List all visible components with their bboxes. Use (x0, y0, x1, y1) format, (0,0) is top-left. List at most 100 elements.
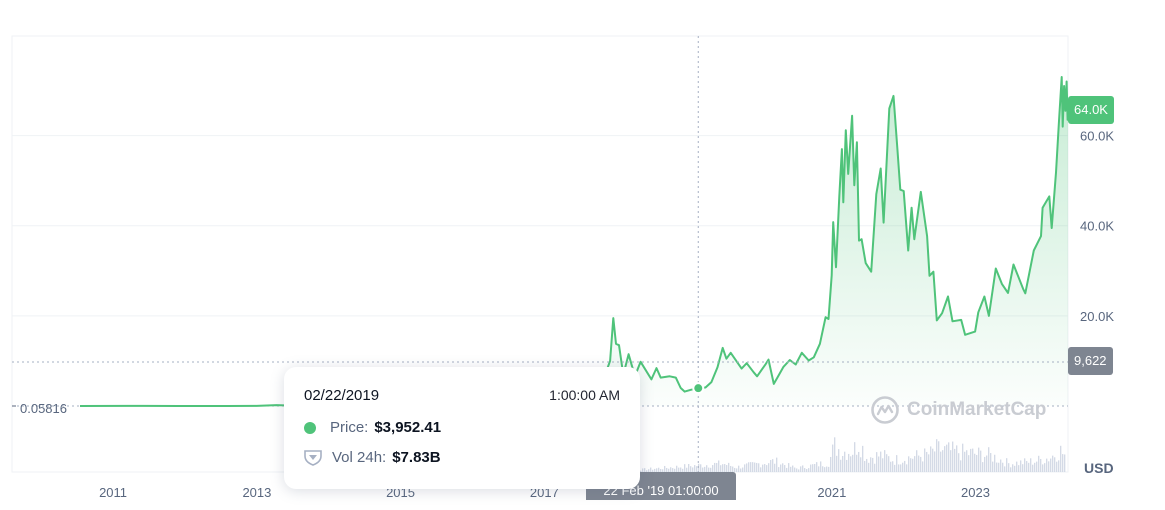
volume-bar (714, 462, 716, 472)
volume-bar (894, 464, 896, 472)
volume-bar (672, 468, 674, 472)
volume-bar (1054, 457, 1056, 472)
volume-bar (1004, 466, 1006, 472)
tooltip-time: 1:00:00 AM (549, 387, 620, 403)
y-tick-label: 40.0K (1080, 219, 1114, 234)
volume-bar (1012, 464, 1014, 472)
volume-bar (650, 467, 652, 472)
volume-bar (874, 463, 876, 472)
volume-bar (938, 441, 940, 472)
volume-bar (648, 469, 650, 472)
y-tick-label: 60.0K (1080, 129, 1114, 144)
volume-bar (728, 462, 730, 472)
coinmarketcap-logo-icon (871, 396, 899, 424)
volume-bar (1058, 460, 1060, 472)
volume-bar (1052, 455, 1054, 472)
volume-bar (802, 465, 804, 472)
tooltip-price-label: Price: (330, 419, 369, 436)
price-dot-icon (304, 421, 316, 434)
volume-bar (770, 460, 772, 472)
volume-bar (912, 458, 914, 472)
volume-bar (732, 466, 734, 472)
volume-bar (1018, 465, 1020, 472)
volume-bar (1062, 454, 1064, 472)
volume-bar (666, 467, 668, 472)
volume-bar (780, 464, 782, 472)
volume-bar (926, 451, 928, 472)
x-tick-label: 2013 (242, 485, 271, 500)
volume-bar (692, 467, 694, 472)
volume-bar (1010, 467, 1012, 472)
volume-bar (642, 468, 644, 472)
start-value-label: 0.05816 (20, 401, 67, 416)
volume-bar (712, 465, 714, 472)
volume-bar (740, 468, 742, 472)
volume-bar (726, 465, 728, 472)
volume-bar (794, 467, 796, 472)
volume-bar (792, 465, 794, 472)
volume-bar (944, 446, 946, 472)
volume-bar (940, 451, 942, 472)
volume-bar (814, 463, 816, 472)
volume-bar (832, 444, 834, 472)
tooltip-date: 02/22/2019 (304, 387, 380, 404)
volume-bar (952, 441, 954, 472)
volume-bar (722, 464, 724, 472)
volume-bar (864, 460, 866, 472)
volume-bar (772, 459, 774, 472)
volume-bar (870, 457, 872, 472)
volume-bar (950, 450, 952, 472)
volume-bar (730, 465, 732, 472)
volume-bar (1028, 462, 1030, 472)
volume-bar (848, 453, 850, 472)
volume-bar (962, 443, 964, 472)
volume-bar (888, 456, 890, 472)
volume-bar (686, 467, 688, 472)
volume-bar (718, 460, 720, 472)
watermark-text: CoinMarketCap (907, 399, 1047, 420)
volume-bar (916, 450, 918, 472)
volume-bar (972, 448, 974, 472)
volume-bar (966, 450, 968, 472)
volume-bar (786, 467, 788, 472)
price-area (80, 77, 1068, 406)
volume-bar (1006, 458, 1008, 472)
volume-bar (868, 462, 870, 472)
volume-bar (662, 469, 664, 472)
volume-bar (674, 468, 676, 472)
volume-bar (1036, 461, 1038, 472)
currency-label: USD (1084, 460, 1114, 476)
volume-bar (644, 468, 646, 472)
x-tick-label: 2021 (817, 485, 846, 500)
volume-bar (988, 447, 990, 472)
volume-bar (964, 451, 966, 472)
volume-bar (796, 468, 798, 472)
volume-bar (798, 469, 800, 472)
volume-bar (710, 467, 712, 472)
volume-bar (708, 467, 710, 472)
volume-bar (760, 467, 762, 472)
volume-bar (1002, 462, 1004, 472)
volume-bar (1038, 455, 1040, 472)
volume-bar (1020, 460, 1022, 472)
volume-bar (844, 451, 846, 472)
volume-bar (660, 468, 662, 472)
volume-bar (1030, 458, 1032, 472)
volume-bar (656, 468, 658, 472)
volume-bar (810, 464, 812, 472)
volume-bar (668, 468, 670, 472)
volume-bar (690, 466, 692, 472)
volume-bar (820, 461, 822, 472)
volume-bar (680, 467, 682, 472)
volume-bar (958, 453, 960, 472)
volume-bar (676, 465, 678, 472)
volume-bar (1050, 458, 1052, 472)
tooltip-volume-label: Vol 24h: (332, 449, 387, 466)
volume-bar (920, 456, 922, 472)
volume-bar (682, 468, 684, 472)
volume-bar (960, 460, 962, 472)
volume-bar (860, 457, 862, 472)
volume-bar (822, 466, 824, 472)
volume-bar (968, 455, 970, 472)
